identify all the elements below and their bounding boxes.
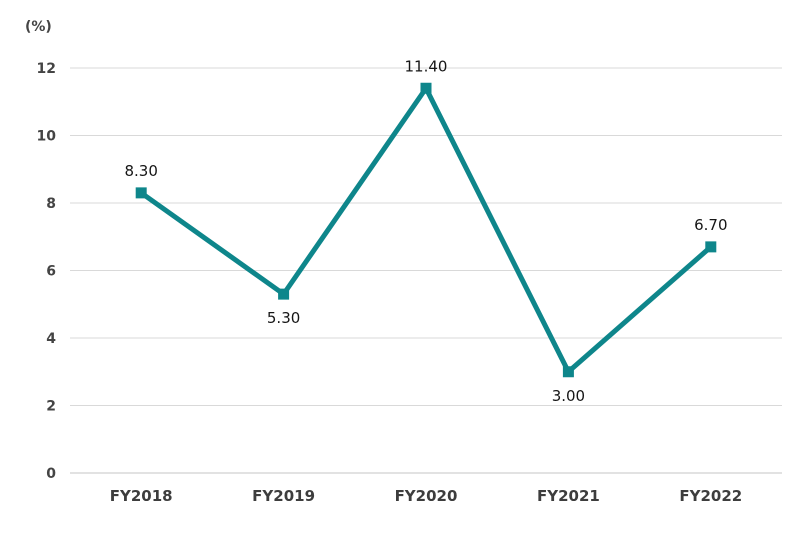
data-point-value-label: 8.30: [124, 162, 157, 180]
y-axis-unit-label: (%): [25, 19, 52, 35]
y-axis-tick-label: 2: [46, 399, 56, 415]
data-point-marker: [135, 187, 147, 199]
data-point-marker: [562, 366, 574, 378]
y-axis-tick-label: 0: [46, 466, 56, 482]
x-axis-labels-group: FY2018 FY2019 FY2020 FY2021 FY2022: [110, 487, 742, 505]
x-axis-category-label: FY2018: [110, 487, 173, 505]
data-labels-group: 8.30 5.30 11.40 3.00 6.70: [124, 57, 727, 405]
x-axis-category-label: FY2021: [537, 487, 600, 505]
y-axis-tick-label: 4: [46, 331, 56, 347]
y-axis-tick-label: 6: [46, 264, 56, 280]
x-axis-category-label: FY2019: [252, 487, 315, 505]
x-axis-category-label: FY2022: [679, 487, 742, 505]
gridlines-group: [70, 67, 782, 474]
data-point-marker: [278, 288, 290, 300]
data-point-value-label: 5.30: [267, 309, 300, 327]
data-point-marker: [420, 82, 432, 94]
y-axis-tick-labels-group: 0 2 4 6 8 10 12: [37, 61, 57, 482]
y-axis-tick-label: 10: [37, 129, 57, 145]
x-axis-category-label: FY2020: [395, 487, 458, 505]
y-axis-tick-label: 8: [46, 196, 56, 212]
data-point-value-label: 6.70: [694, 216, 727, 234]
series-group: [135, 82, 717, 378]
data-point-value-label: 3.00: [552, 387, 585, 405]
data-line: [138, 85, 714, 375]
y-axis-tick-label: 12: [37, 61, 56, 77]
data-point-value-label: 11.40: [405, 57, 448, 75]
data-point-marker: [705, 241, 717, 253]
